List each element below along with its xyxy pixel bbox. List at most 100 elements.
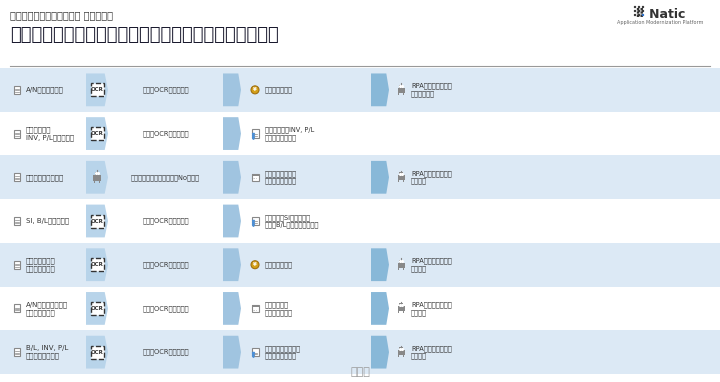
Polygon shape — [223, 205, 241, 237]
Text: A/Nから納期情報、
当日費用を取得: A/Nから納期情報、 当日費用を取得 — [26, 301, 68, 316]
Circle shape — [638, 14, 640, 16]
Bar — [251, 174, 258, 181]
Text: ・・・: ・・・ — [350, 367, 370, 377]
Bar — [251, 217, 258, 225]
Bar — [397, 88, 405, 93]
Text: A/Nから費用計上: A/Nから費用計上 — [26, 87, 64, 93]
Bar — [397, 306, 405, 311]
Text: OCR: OCR — [91, 131, 104, 136]
Polygon shape — [223, 161, 241, 194]
Text: B/L, INV, P/L
と契約のチェック: B/L, INV, P/L と契約のチェック — [26, 345, 68, 359]
Bar — [397, 350, 405, 355]
Text: 関税情報の取得: 関税情報の取得 — [265, 261, 293, 268]
Text: ¥: ¥ — [253, 87, 257, 92]
Text: 貿易実務における当社実績 イメージ図: 貿易実務における当社実績 イメージ図 — [10, 10, 113, 20]
Circle shape — [251, 86, 259, 94]
Text: 貿易書類と契約情報
のチェック自動化: 貿易書類と契約情報 のチェック自動化 — [265, 345, 301, 359]
Polygon shape — [223, 292, 241, 325]
Bar — [0, 330, 720, 374]
Text: 書類のOCRとデータ化: 書類のOCRとデータ化 — [143, 349, 189, 355]
Bar — [14, 173, 20, 181]
Text: Application Modernization Platform: Application Modernization Platform — [617, 20, 703, 25]
Text: OCR: OCR — [91, 350, 104, 354]
Bar — [251, 174, 258, 176]
Text: RPAによるシステム
自動登録: RPAによるシステム 自動登録 — [411, 257, 451, 272]
Bar — [398, 311, 400, 313]
Bar — [253, 129, 256, 130]
Bar — [0, 243, 720, 286]
Bar — [14, 261, 20, 269]
Bar — [0, 286, 720, 330]
Text: 貿易書類のデータ化から、その他貿易実務の自動化事例: 貿易書類のデータ化から、その他貿易実務の自動化事例 — [10, 26, 279, 44]
Bar — [99, 181, 100, 183]
Circle shape — [638, 10, 640, 12]
Circle shape — [642, 14, 644, 16]
Text: OCR: OCR — [91, 262, 104, 267]
Polygon shape — [86, 205, 108, 237]
Text: ...: ... — [253, 175, 258, 180]
Circle shape — [634, 14, 636, 16]
Bar — [253, 217, 256, 218]
Polygon shape — [371, 248, 389, 281]
Polygon shape — [86, 292, 108, 325]
Bar — [399, 303, 403, 306]
Bar — [402, 268, 404, 270]
Polygon shape — [86, 73, 108, 106]
Bar — [0, 0, 720, 68]
Bar — [398, 355, 400, 357]
Bar — [14, 217, 20, 225]
Polygon shape — [223, 117, 241, 150]
Polygon shape — [371, 73, 389, 106]
Text: OCR: OCR — [91, 219, 104, 223]
Text: RPAによるシステム
自動登録: RPAによるシステム 自動登録 — [411, 301, 451, 316]
Text: ¥: ¥ — [253, 262, 257, 267]
Bar — [251, 129, 258, 138]
Bar — [398, 180, 400, 182]
Polygon shape — [371, 161, 389, 194]
Text: 輸出許可証と
INV, P/Lのチェック: 輸出許可証と INV, P/Lのチェック — [26, 126, 74, 141]
Bar — [397, 263, 405, 268]
Text: SI, B/Lのチェック: SI, B/Lのチェック — [26, 218, 69, 224]
Text: 荷主からのSI情報と船社
からのB/Lのチェック自動化: 荷主からのSI情報と船社 からのB/Lのチェック自動化 — [265, 214, 320, 228]
Bar — [0, 68, 720, 112]
Text: 書類のOCRとデータ化: 書類のOCRとデータ化 — [143, 261, 189, 268]
Bar — [253, 348, 256, 349]
Text: 書類のOCRとデータ化: 書類のOCRとデータ化 — [143, 218, 189, 224]
Bar — [14, 348, 20, 356]
Text: 輸出許可証とINV, P/L
のチェック自動化: 輸出許可証とINV, P/L のチェック自動化 — [265, 126, 314, 141]
Bar — [91, 215, 104, 228]
Polygon shape — [86, 248, 108, 281]
Bar — [91, 346, 104, 359]
Text: 海上運賃の取得: 海上運賃の取得 — [265, 87, 293, 93]
Bar — [402, 311, 404, 313]
Circle shape — [638, 6, 640, 8]
Text: 荷物のトラッキング: 荷物のトラッキング — [26, 174, 64, 181]
Text: 納品予定日、
当日費用の取得: 納品予定日、 当日費用の取得 — [265, 301, 293, 316]
Bar — [402, 355, 404, 357]
Text: RPAによるシステム
自動登録: RPAによるシステム 自動登録 — [411, 345, 451, 359]
Bar — [0, 199, 720, 243]
Bar — [402, 93, 404, 95]
Circle shape — [634, 6, 636, 8]
Text: OCR: OCR — [91, 306, 104, 311]
Bar — [14, 304, 20, 312]
Polygon shape — [86, 161, 108, 194]
Bar — [399, 85, 403, 88]
Text: 書類のOCRとデータ化: 書類のOCRとデータ化 — [143, 305, 189, 312]
Circle shape — [634, 10, 636, 12]
Bar — [91, 83, 104, 96]
Text: RPAによるシステム
への費用登録: RPAによるシステム への費用登録 — [411, 83, 451, 97]
Text: 荷物の現在地や、
入国予定日を取得: 荷物の現在地や、 入国予定日を取得 — [265, 170, 297, 185]
Bar — [94, 172, 99, 175]
Text: 書類のOCRとデータ化: 書類のOCRとデータ化 — [143, 130, 189, 137]
Polygon shape — [371, 292, 389, 325]
Text: RPAによるシステム
自動登録: RPAによるシステム 自動登録 — [411, 170, 451, 185]
Bar — [399, 260, 403, 263]
Text: 輸入許可証から
関税情報を取得: 輸入許可証から 関税情報を取得 — [26, 257, 55, 272]
Text: OCR: OCR — [91, 87, 104, 92]
Text: 書類のOCRとデータ化: 書類のOCRとデータ化 — [143, 87, 189, 93]
Text: ...: ... — [253, 307, 258, 312]
Circle shape — [642, 6, 644, 8]
Bar — [402, 180, 404, 182]
Bar — [91, 258, 104, 271]
